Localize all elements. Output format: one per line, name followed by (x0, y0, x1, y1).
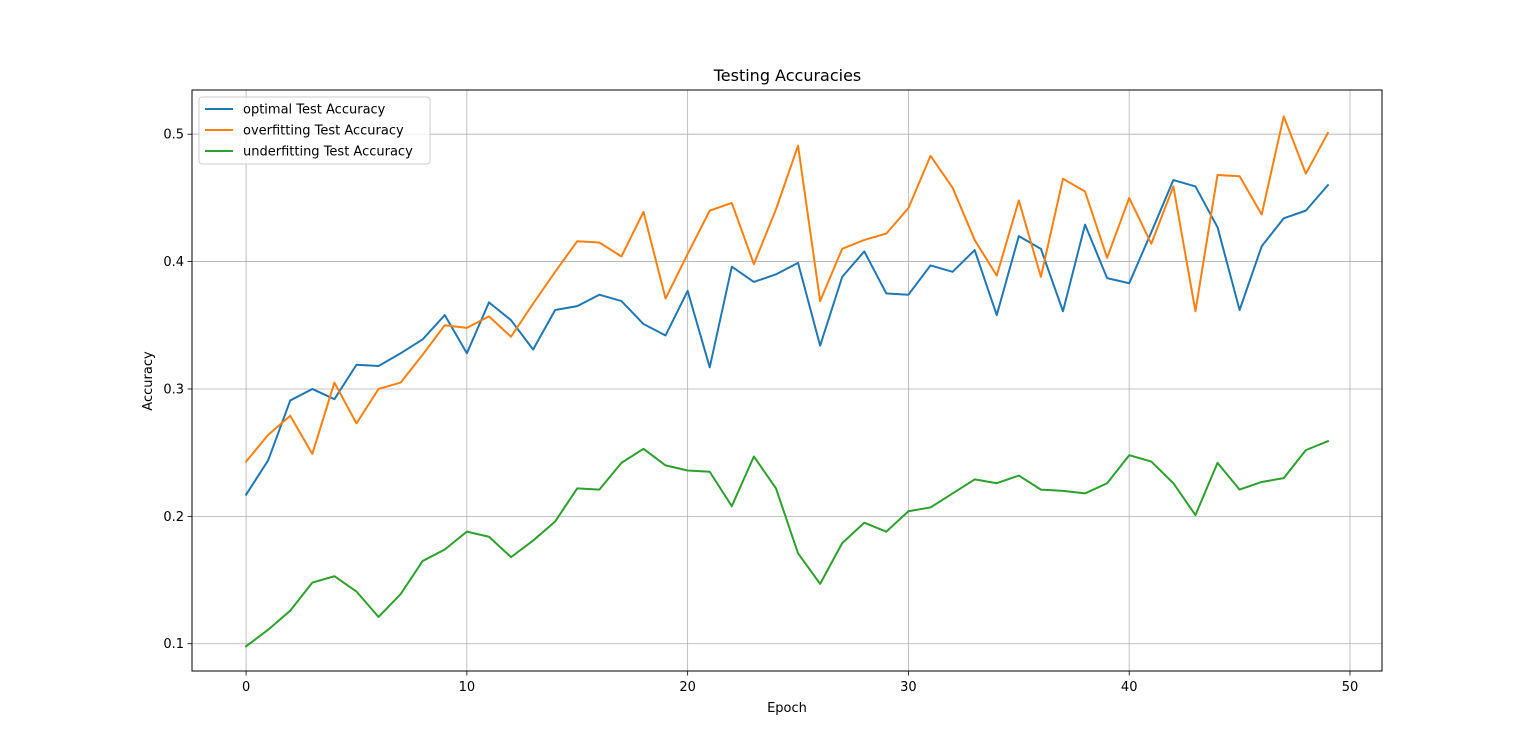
y-tick-label: 0.5 (163, 128, 184, 143)
x-tick-label: 30 (900, 680, 917, 695)
y-tick-label: 0.4 (163, 255, 184, 270)
axis-ticks: 0 10 20 30 40 50 0.1 0.2 0.3 0.4 0.5 (163, 128, 1358, 695)
series-lines (244, 115, 1330, 648)
series-line-2 (244, 115, 1330, 463)
legend-box (198, 96, 431, 165)
legend-label: underfitting Test Accuracy (243, 145, 413, 160)
x-tick-label: 0 (242, 680, 250, 695)
x-tick-label: 20 (679, 680, 696, 695)
x-tick-label: 50 (1342, 680, 1359, 695)
grid (192, 90, 1382, 671)
legend-label: overfitting Test Accuracy (243, 124, 404, 139)
x-tick-label: 40 (1121, 680, 1138, 695)
series-line-1 (244, 179, 1330, 497)
legend-label: optimal Test Accuracy (243, 103, 386, 118)
legend-entries: optimal Test Accuracy overfitting Test Ac… (205, 103, 413, 160)
y-axis-label: Accuracy (141, 351, 156, 411)
series-line-3 (244, 439, 1330, 648)
legend: optimal Test Accuracy overfitting Test Ac… (198, 96, 431, 165)
plot-area-frame (191, 89, 1383, 672)
y-tick-label: 0.2 (163, 510, 184, 525)
x-tick-label: 10 (459, 680, 476, 695)
x-axis-label: Epoch (767, 701, 807, 716)
chart-title: Testing Accuracies (713, 66, 862, 85)
y-tick-label: 0.3 (163, 382, 184, 397)
y-tick-label: 0.1 (163, 637, 184, 652)
